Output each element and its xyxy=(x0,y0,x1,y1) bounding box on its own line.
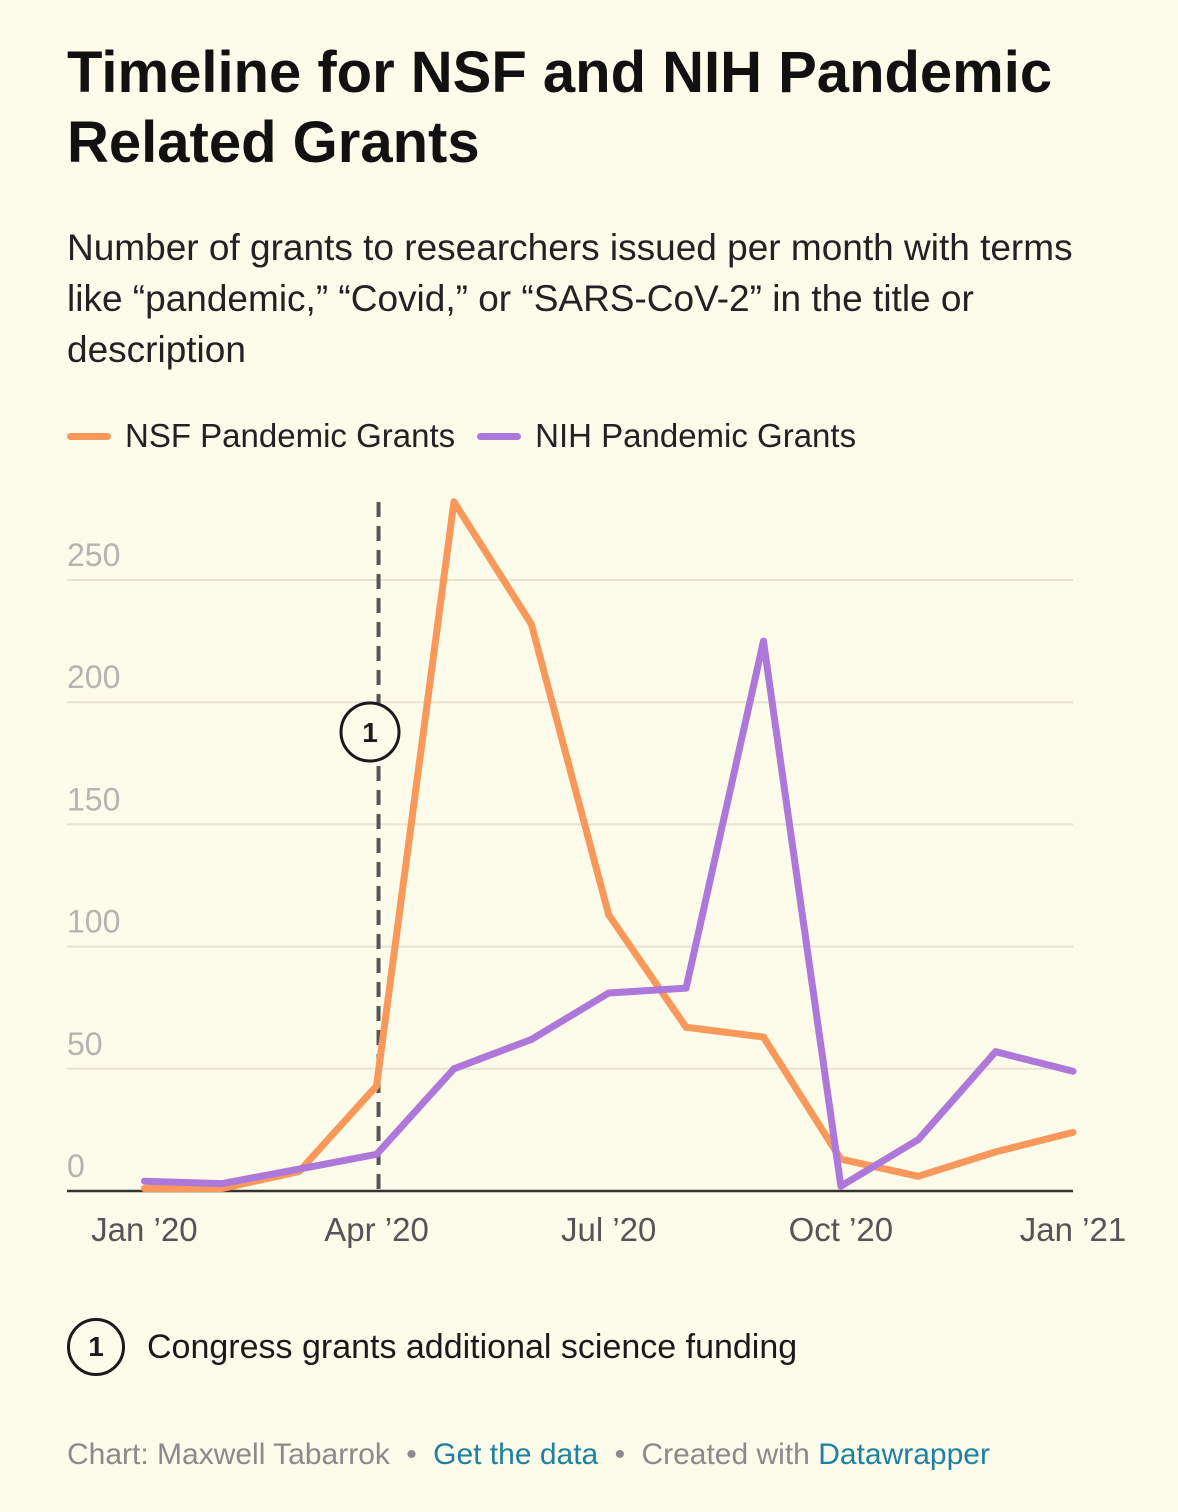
series-line-nsf xyxy=(140,498,1077,1193)
y-tick-label: 100 xyxy=(67,904,120,940)
legend: NSF Pandemic Grants NIH Pandemic Grants xyxy=(67,414,878,458)
footer-created-with: Created with xyxy=(641,1438,810,1471)
y-tick-label: 200 xyxy=(67,659,120,695)
legend-item-nih: NIH Pandemic Grants xyxy=(477,417,856,455)
chart-title: Timeline for NSF and NIH Pandemic Relate… xyxy=(67,40,1053,175)
legend-swatch-nsf xyxy=(67,432,111,440)
line-chart: 0 50 100 150 200 250 Jan ’20 Apr ’20 Jul ’20 Oct … xyxy=(67,498,1126,1248)
footer-separator: • xyxy=(614,1438,626,1471)
legend-swatch-nih xyxy=(477,432,522,440)
footer: Chart: Maxwell Tabarrok • Get the data •… xyxy=(67,1438,990,1472)
legend-item-nsf: NSF Pandemic Grants xyxy=(67,417,455,455)
y-tick-label: 50 xyxy=(67,1026,103,1062)
get-data-link[interactable]: Get the data xyxy=(433,1438,599,1471)
legend-label-nsf: NSF Pandemic Grants xyxy=(125,417,456,454)
annotation-badge: 1 xyxy=(67,1318,125,1376)
x-tick-label: Oct ’20 xyxy=(789,1211,894,1248)
y-tick-label: 0 xyxy=(67,1148,85,1184)
series-line-nih xyxy=(140,637,1077,1190)
annotation-text: Congress grants additional science fundi… xyxy=(147,1327,798,1366)
legend-label-nih: NIH Pandemic Grants xyxy=(535,417,857,454)
y-tick-label: 150 xyxy=(67,781,120,817)
annotation-marker-number: 1 xyxy=(362,717,378,748)
x-tick-label: Jan ’20 xyxy=(91,1211,197,1248)
annotation-marker-circle xyxy=(339,701,401,763)
footer-credit: Chart: Maxwell Tabarrok xyxy=(67,1438,390,1471)
y-tick-label: 250 xyxy=(67,537,120,573)
annotation-note: 1 Congress grants additional science fun… xyxy=(67,1318,797,1376)
x-tick-label: Apr ’20 xyxy=(324,1211,429,1248)
x-tick-label: Jul ’20 xyxy=(561,1211,656,1248)
chart-subtitle: Number of grants to researchers issued p… xyxy=(67,227,1073,370)
datawrapper-link[interactable]: Datawrapper xyxy=(818,1438,990,1471)
x-tick-label: Jan ’21 xyxy=(1020,1211,1126,1248)
footer-separator: • xyxy=(406,1438,417,1471)
